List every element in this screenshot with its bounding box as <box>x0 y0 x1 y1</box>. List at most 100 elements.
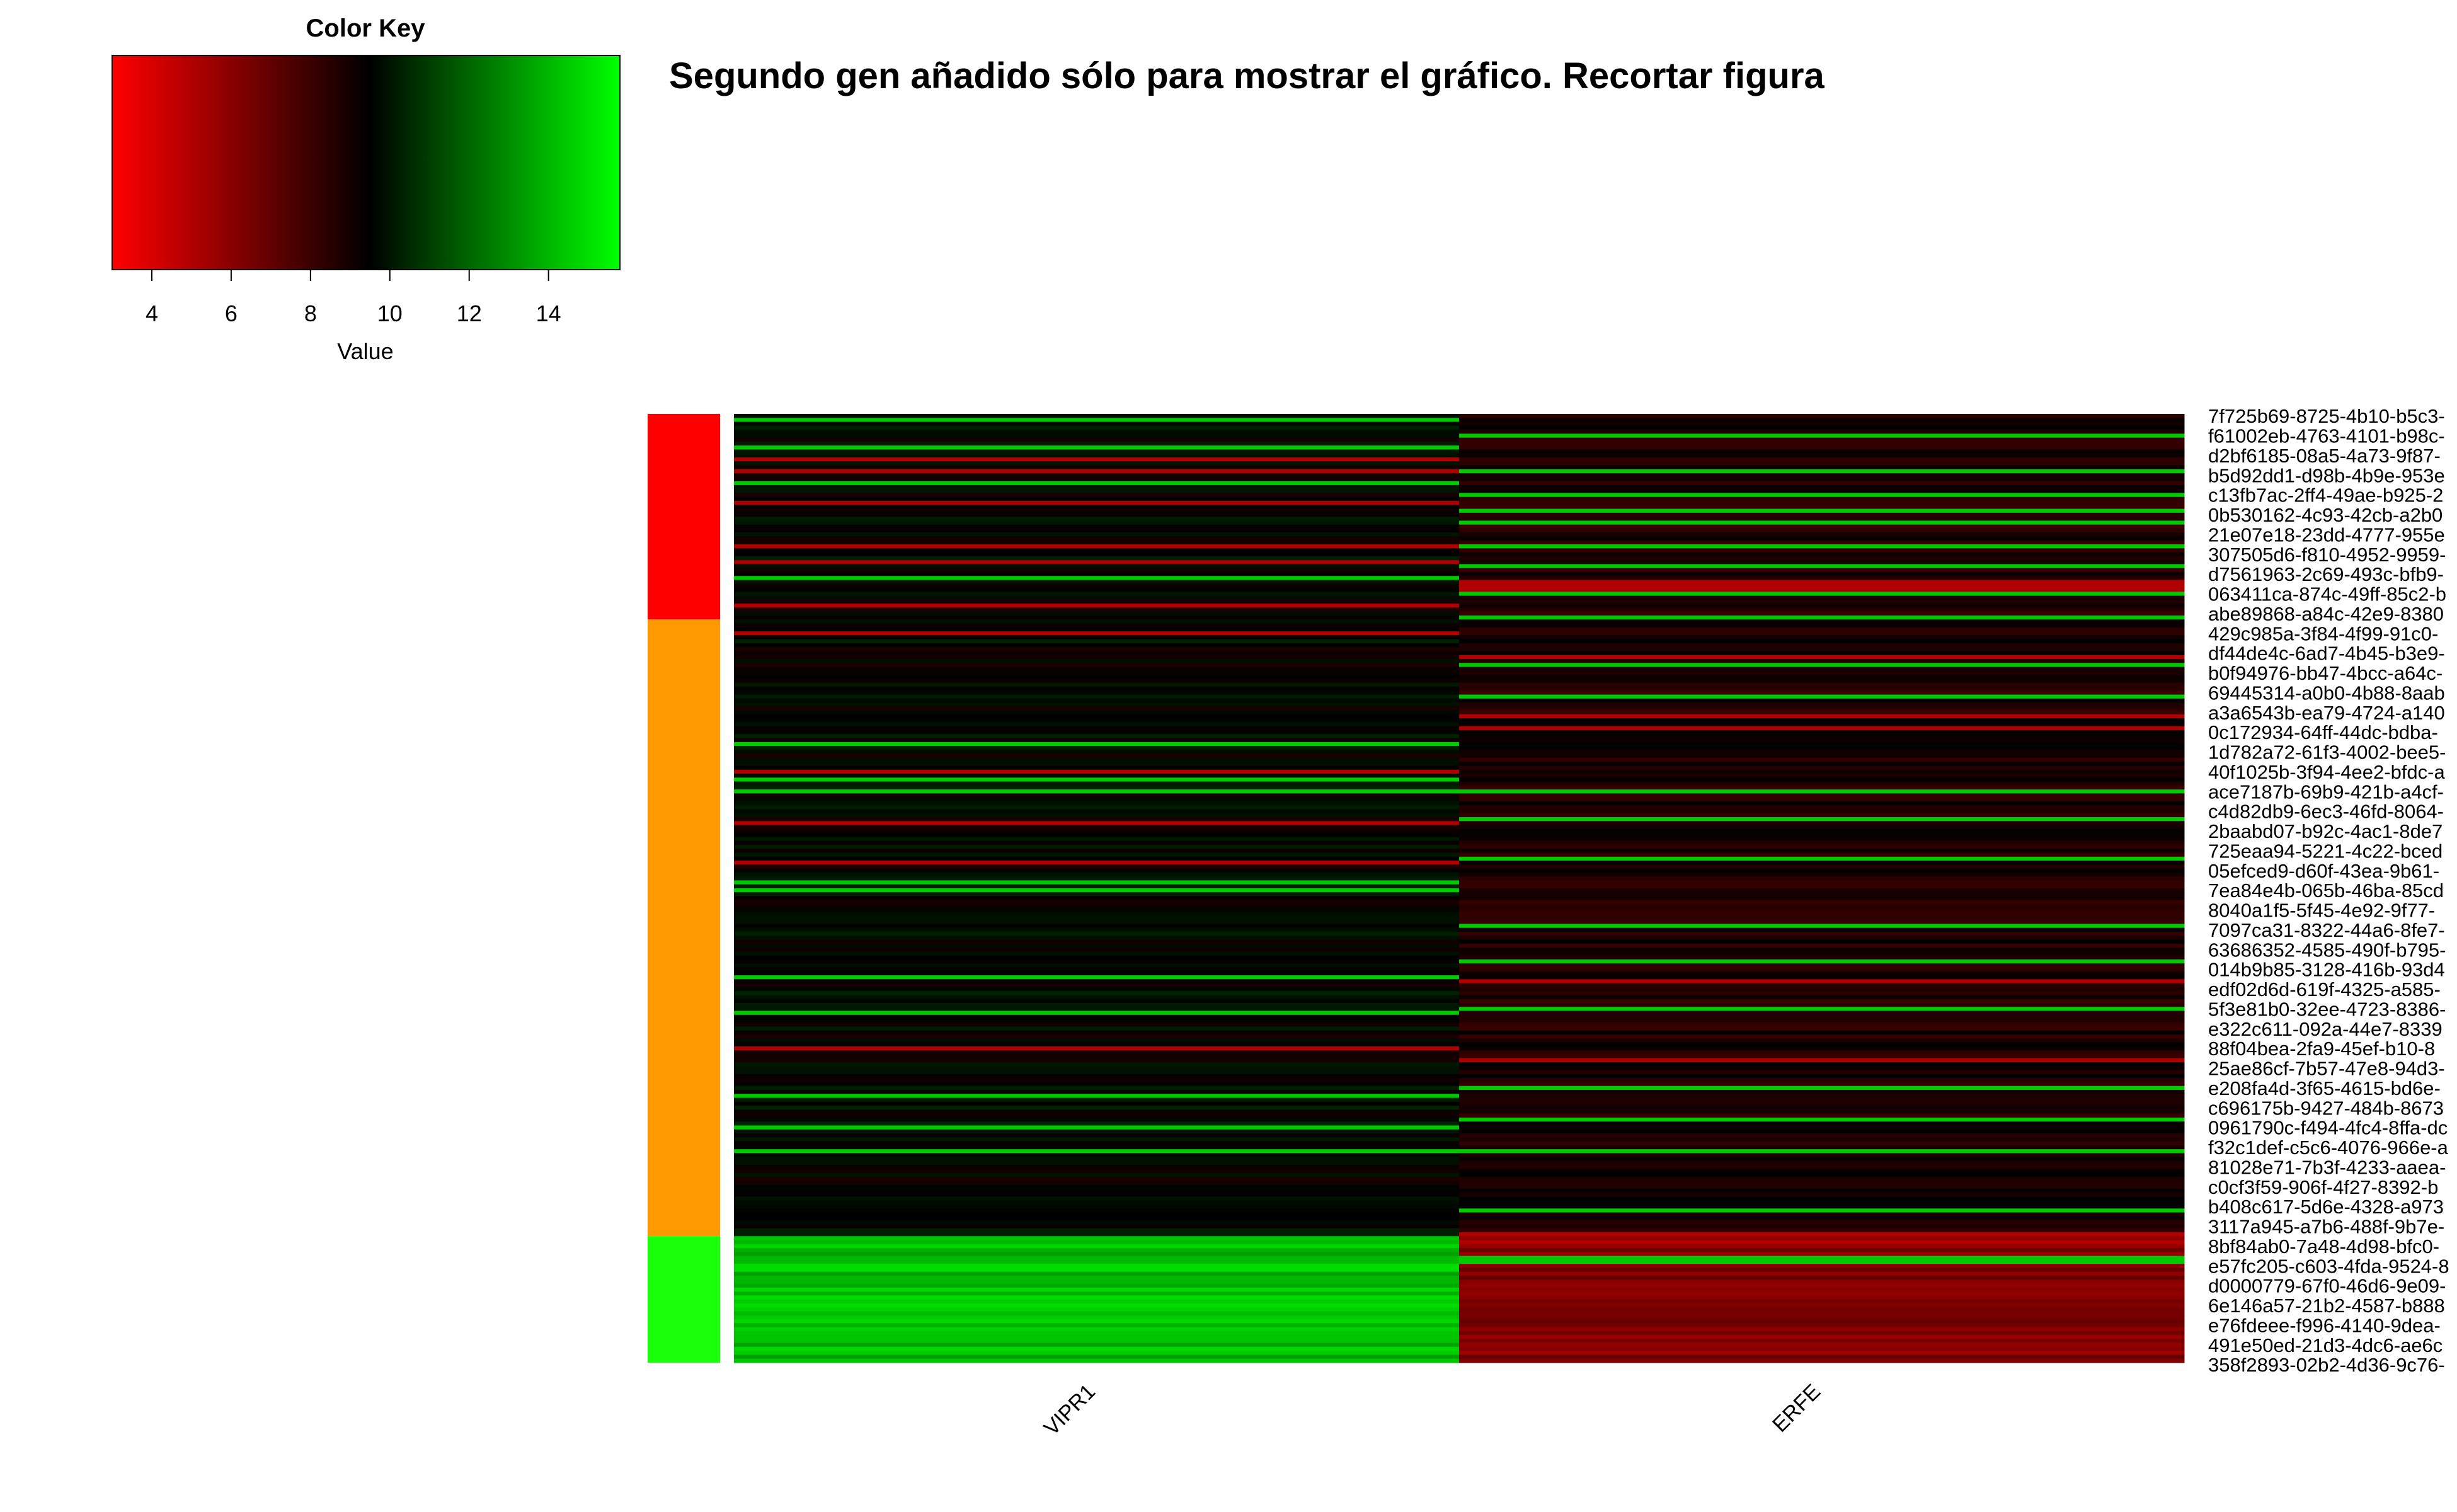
heatmap-cell <box>1459 1323 2185 1328</box>
row-label: d7561963-2c69-493c-bfb9- <box>2208 563 2444 585</box>
heatmap-cell <box>1459 884 2185 889</box>
heatmap-cell <box>1459 667 2185 672</box>
heatmap-cell <box>734 437 1460 442</box>
heatmap-cell <box>1459 777 2185 782</box>
heatmap-cell <box>734 686 1460 691</box>
heatmap-cell <box>1459 892 2185 897</box>
color-key-xlabel: Value <box>337 338 393 364</box>
row-label: 81028e71-7b3f-4233-aaea- <box>2208 1156 2446 1178</box>
heatmap-cell <box>734 540 1460 545</box>
heatmap-cell <box>734 896 1460 901</box>
heatmap-cell <box>1459 1188 2185 1193</box>
heatmap-cell <box>1459 1236 2185 1240</box>
heatmap-cell <box>734 999 1460 1004</box>
heatmap-cell <box>1459 1311 2185 1316</box>
heatmap-cell <box>734 599 1460 604</box>
heatmap-cell <box>734 568 1460 573</box>
row-label: 21e07e18-23dd-4777-955e <box>2208 524 2445 546</box>
heatmap-cell <box>734 469 1460 474</box>
heatmap-cell <box>1459 1062 2185 1067</box>
heatmap-cell <box>1459 540 2185 545</box>
heatmap-cell <box>1459 785 2185 790</box>
heatmap-cell <box>1459 1275 2185 1280</box>
heatmap-cell <box>734 1038 1460 1043</box>
row-side-colors <box>648 414 720 1363</box>
heatmap-cell <box>1459 991 2185 995</box>
heatmap-cell <box>734 1011 1460 1016</box>
row-labels: 7f725b69-8725-4b10-b5c3-f61002eb-4763-41… <box>2208 405 2449 1376</box>
heatmap-cell <box>1459 975 2185 980</box>
heatmap-cell <box>1459 730 2185 735</box>
heatmap-cell <box>1459 813 2185 818</box>
heatmap-cell <box>1459 983 2185 988</box>
heatmap-cell <box>1459 722 2185 727</box>
row-label: 1d782a72-61f3-4002-bee5- <box>2208 742 2446 764</box>
heatmap-cell <box>1459 805 2185 810</box>
heatmap-cell <box>1459 1149 2185 1154</box>
heatmap-cell <box>1459 512 2185 517</box>
heatmap-cell <box>734 508 1460 513</box>
heatmap-cell <box>1459 1058 2185 1063</box>
heatmap-cell <box>1459 1339 2185 1344</box>
heatmap-cell <box>1459 912 2185 917</box>
heatmap-cell <box>1459 1259 2185 1264</box>
heatmap-cell <box>734 967 1460 972</box>
heatmap-cell <box>734 1268 1460 1273</box>
heatmap-cell <box>1459 844 2185 849</box>
heatmap-cell <box>1459 635 2185 640</box>
heatmap-cell <box>1459 580 2185 585</box>
heatmap-cell <box>734 663 1460 668</box>
heatmap-cell <box>734 809 1460 814</box>
heatmap-cell <box>1459 995 2185 1000</box>
heatmap-cell <box>734 1177 1460 1181</box>
row-label: 0961790c-f494-4fc4-8ffa-dc <box>2208 1117 2448 1139</box>
heatmap-cell <box>1459 1097 2185 1102</box>
heatmap-cell <box>734 726 1460 731</box>
row-label: 69445314-a0b0-4b88-8aab <box>2208 682 2445 704</box>
heatmap-cell <box>734 592 1460 597</box>
heatmap-cell <box>734 643 1460 648</box>
heatmap-cell <box>1459 801 2185 806</box>
heatmap-cell <box>734 1137 1460 1142</box>
row-label: e322c611-092a-44e7-8339 <box>2208 1018 2443 1040</box>
heatmap-cell <box>734 785 1460 790</box>
heatmap-cell <box>1459 496 2185 501</box>
heatmap-cell <box>1459 481 2185 486</box>
heatmap-cell <box>1459 955 2185 960</box>
heatmap-cell <box>1459 896 2185 901</box>
heatmap-cell <box>734 694 1460 699</box>
row-label: ace7187b-69b9-421b-a4cf- <box>2208 781 2444 803</box>
heatmap-cell <box>1459 461 2185 466</box>
heatmap-cell <box>734 1287 1460 1292</box>
heatmap-cell <box>1459 627 2185 632</box>
heatmap-cell <box>734 1208 1460 1213</box>
heatmap-cell <box>1459 1292 2185 1296</box>
row-label: 725eaa94-5221-4c22-bced <box>2208 840 2443 862</box>
heatmap-cell <box>1459 643 2185 648</box>
heatmap-cell <box>734 1205 1460 1209</box>
heatmap-cell <box>734 1264 1460 1268</box>
heatmap-cell <box>1459 876 2185 881</box>
heatmap-cell <box>734 572 1460 576</box>
row-label: 3117a945-a7b6-488f-9b7e- <box>2208 1216 2444 1238</box>
heatmap-cell <box>1459 505 2185 510</box>
heatmap-cell <box>1459 493 2185 498</box>
heatmap-cell <box>1459 1268 2185 1273</box>
heatmap-cell <box>1459 1106 2185 1110</box>
heatmap-cell <box>734 1046 1460 1051</box>
heatmap-cell <box>1459 718 2185 723</box>
heatmap-cell <box>734 481 1460 486</box>
heatmap-cell <box>734 1275 1460 1280</box>
heatmap-cell <box>1459 852 2185 857</box>
heatmap-cell <box>734 1188 1460 1193</box>
color-key-tick-label: 4 <box>146 301 158 326</box>
heatmap-cell <box>734 1224 1460 1229</box>
heatmap-cell <box>1459 433 2185 438</box>
row-label: 7f725b69-8725-4b10-b5c3- <box>2208 405 2445 427</box>
heatmap-cell <box>1459 1252 2185 1257</box>
heatmap-cell <box>734 449 1460 454</box>
heatmap-cell <box>1459 1228 2185 1233</box>
heatmap-cell <box>1459 999 2185 1004</box>
heatmap-cell <box>734 1315 1460 1320</box>
heatmap-cell <box>1459 1216 2185 1221</box>
